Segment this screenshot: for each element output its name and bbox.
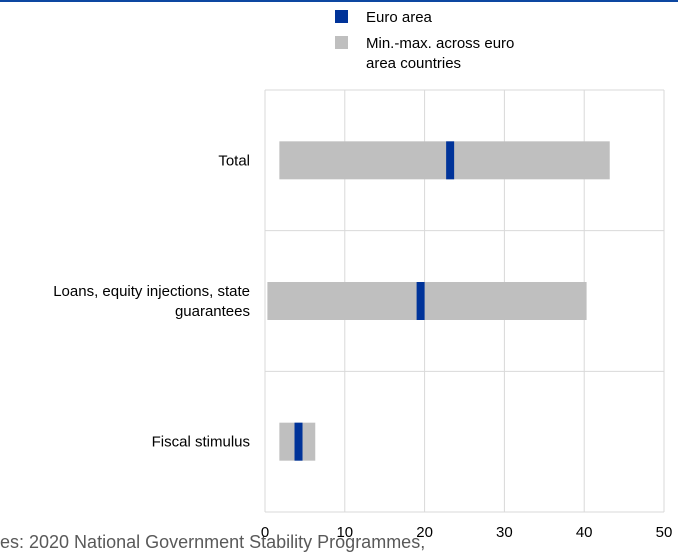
category-label-line: Total bbox=[218, 152, 250, 169]
category-label-line: Loans, equity injections, state bbox=[53, 283, 250, 300]
euro-area-marker bbox=[416, 282, 425, 320]
legend-label-euro-area: Euro area bbox=[366, 9, 433, 26]
category-labels: Total Loans, equity injections, state guar… bbox=[53, 152, 250, 450]
legend-label-line: area countries bbox=[366, 55, 461, 72]
x-tick-label: 10 bbox=[336, 524, 353, 541]
bars bbox=[267, 141, 610, 461]
legend-swatch-euro-area bbox=[335, 10, 348, 23]
x-tick-label: 20 bbox=[416, 524, 433, 541]
euro-area-marker bbox=[294, 422, 303, 461]
category-label: Fiscal stimulus bbox=[152, 434, 250, 451]
range-bar bbox=[279, 141, 610, 180]
legend-label-line: Min.-max. across euro bbox=[366, 35, 514, 52]
x-tick-labels: 0 10 20 30 40 50 bbox=[261, 524, 673, 541]
category-label: Total bbox=[218, 152, 250, 169]
category-label-line: Fiscal stimulus bbox=[152, 434, 250, 451]
category-label-line: guarantees bbox=[175, 303, 250, 320]
legend-label-line: Euro area bbox=[366, 9, 433, 26]
legend-swatch-min-max bbox=[335, 36, 348, 49]
x-tick-label: 40 bbox=[576, 524, 593, 541]
range-bar bbox=[267, 282, 587, 320]
euro-area-marker bbox=[446, 141, 455, 180]
category-label: Loans, equity injections, state guarantee… bbox=[53, 283, 250, 320]
legend: Euro area Min.-max. across euro area coun… bbox=[335, 9, 514, 72]
top-rule bbox=[0, 0, 678, 2]
euro-area-markers bbox=[294, 141, 455, 461]
x-tick-label: 0 bbox=[261, 524, 269, 541]
x-tick-label: 30 bbox=[496, 524, 513, 541]
source-note: es: 2020 National Government Stability P… bbox=[0, 532, 425, 552]
legend-label-min-max: Min.-max. across euro area countries bbox=[366, 35, 514, 72]
x-tick-label: 50 bbox=[656, 524, 673, 541]
